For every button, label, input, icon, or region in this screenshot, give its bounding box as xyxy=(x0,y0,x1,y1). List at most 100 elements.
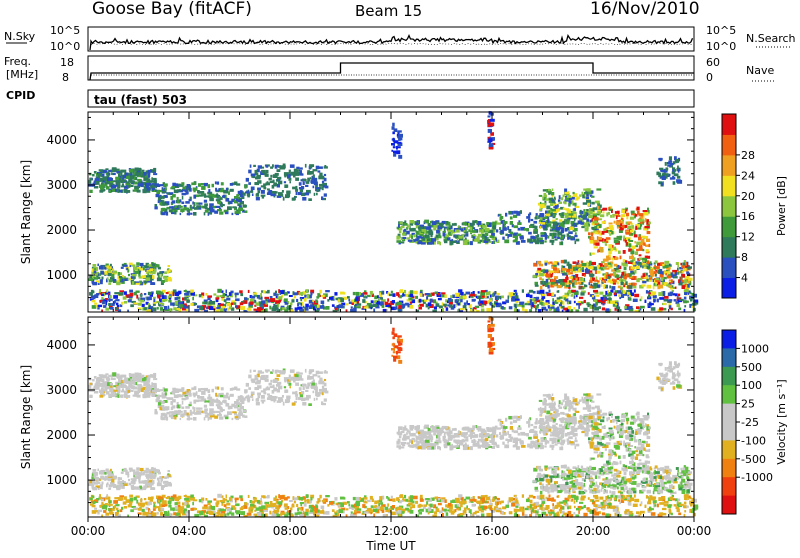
power-echo-cell xyxy=(157,278,162,282)
power-echo-cell xyxy=(190,197,192,200)
power-echo-cell xyxy=(449,304,453,307)
power-echo-cell xyxy=(470,223,475,226)
power-echo-cell xyxy=(609,225,614,229)
power-echo-cell xyxy=(676,262,679,265)
power-echo-cell xyxy=(270,181,273,183)
power-echo-cell xyxy=(169,298,171,300)
power-echo-cell xyxy=(273,293,276,296)
velocity-echo-cell xyxy=(163,401,165,404)
power-echo-cell xyxy=(621,262,624,265)
power-echo-cell xyxy=(250,191,253,193)
velocity-echo-cell xyxy=(89,480,92,483)
power-echo-cell xyxy=(459,296,463,299)
velocity-echo-cell xyxy=(104,383,106,386)
power-echo-cell xyxy=(551,209,556,211)
power-echo-cell xyxy=(480,303,482,305)
power-echo-cell xyxy=(472,299,476,302)
power-echo-cell xyxy=(351,306,353,308)
power-echo-cell xyxy=(613,272,616,276)
velocity-echo-cell xyxy=(107,482,109,485)
velocity-echo-cell xyxy=(177,402,179,405)
power-echo-cell xyxy=(284,181,286,183)
power-echo-cell xyxy=(510,221,513,225)
power-echo-cell xyxy=(238,191,240,195)
power-colorbar-segment xyxy=(722,134,736,155)
power-echo-cell xyxy=(155,264,160,267)
power-echo-cell xyxy=(557,300,562,303)
power-echo-cell xyxy=(483,301,487,304)
power-echo-cell xyxy=(305,192,310,195)
power-echo-cell xyxy=(135,271,139,274)
power-echo-cell xyxy=(121,267,124,269)
power-echo-cell xyxy=(531,306,533,309)
power-echo-cell xyxy=(567,209,571,212)
velocity-echo-cell xyxy=(126,381,130,384)
power-colorbar xyxy=(722,114,740,299)
velocity-echo-cell xyxy=(182,392,186,395)
velocity-echo-cell xyxy=(215,386,217,389)
power-echo-cell xyxy=(619,236,622,238)
velocity-echo-cell xyxy=(201,411,203,413)
power-echo-cell xyxy=(146,277,150,281)
velocity-echo-cell xyxy=(267,393,270,395)
power-echo-cell xyxy=(240,293,243,296)
power-echo-cell xyxy=(291,299,294,302)
power-echo-cell xyxy=(466,227,468,230)
velocity-echo-cell xyxy=(266,387,271,390)
velocity-echo-cell xyxy=(314,398,316,401)
power-echo-cell xyxy=(209,306,213,310)
velocity-echo-cell xyxy=(136,488,141,490)
power-echo-cell xyxy=(324,166,328,168)
velocity-echo-cell xyxy=(463,427,467,430)
velocity-echo-cell xyxy=(112,394,116,397)
power-echo-cell xyxy=(507,237,509,239)
power-echo-cell xyxy=(665,265,669,269)
velocity-echo-cell xyxy=(230,388,233,391)
power-echo-cell xyxy=(545,263,548,266)
power-echo-cell xyxy=(295,189,298,192)
power-echo-cell xyxy=(119,292,124,295)
power-echo-cell xyxy=(458,303,460,306)
power-echo-cell xyxy=(347,296,350,299)
power-echo-cell xyxy=(380,292,382,295)
power-echo-cell xyxy=(661,170,665,172)
velocity-echo-cell xyxy=(149,385,152,388)
power-echo-cell xyxy=(569,228,574,230)
power-echo-cell xyxy=(295,172,300,176)
power-echo-cell xyxy=(92,174,95,176)
power-echo-cell xyxy=(642,236,646,238)
power-echo-cell xyxy=(164,299,167,301)
power-echo-cell xyxy=(310,304,313,307)
power-echo-cell xyxy=(430,299,433,303)
power-echo-cell xyxy=(393,138,395,142)
velocity-echo-cell xyxy=(259,386,261,389)
power-echo-cell xyxy=(626,222,629,225)
velocity-echo-cell xyxy=(278,386,282,390)
power-echo-cell xyxy=(602,280,604,282)
power-echo-cell xyxy=(272,164,274,167)
power-echo-cell xyxy=(508,229,510,233)
power-echo-cell xyxy=(613,283,616,285)
velocity-echo-cell xyxy=(413,439,415,442)
power-echo-cell xyxy=(521,240,526,243)
power-echo-cell xyxy=(504,239,509,243)
power-echo-cell xyxy=(540,242,544,245)
velocity-echo-cell xyxy=(258,370,262,373)
power-echo-cell xyxy=(629,306,633,310)
power-echo-cell xyxy=(459,236,463,239)
power-echo-cell xyxy=(141,275,146,278)
power-echo-cell xyxy=(594,299,598,302)
velocity-echo-cell xyxy=(133,482,135,485)
power-echo-cell xyxy=(530,299,532,303)
power-echo-cell xyxy=(107,171,109,173)
power-echo-cell xyxy=(100,188,104,190)
power-echo-cell xyxy=(396,236,399,240)
velocity-echo-cell xyxy=(295,391,297,394)
velocity-echo-cell xyxy=(152,476,156,480)
velocity-echo-cell xyxy=(120,375,122,379)
power-echo-cell xyxy=(494,291,496,295)
power-echo-cell xyxy=(455,230,460,233)
power-echo-cell xyxy=(147,187,151,191)
velocity-echo-cell xyxy=(267,397,271,399)
power-echo-cell xyxy=(104,170,106,173)
